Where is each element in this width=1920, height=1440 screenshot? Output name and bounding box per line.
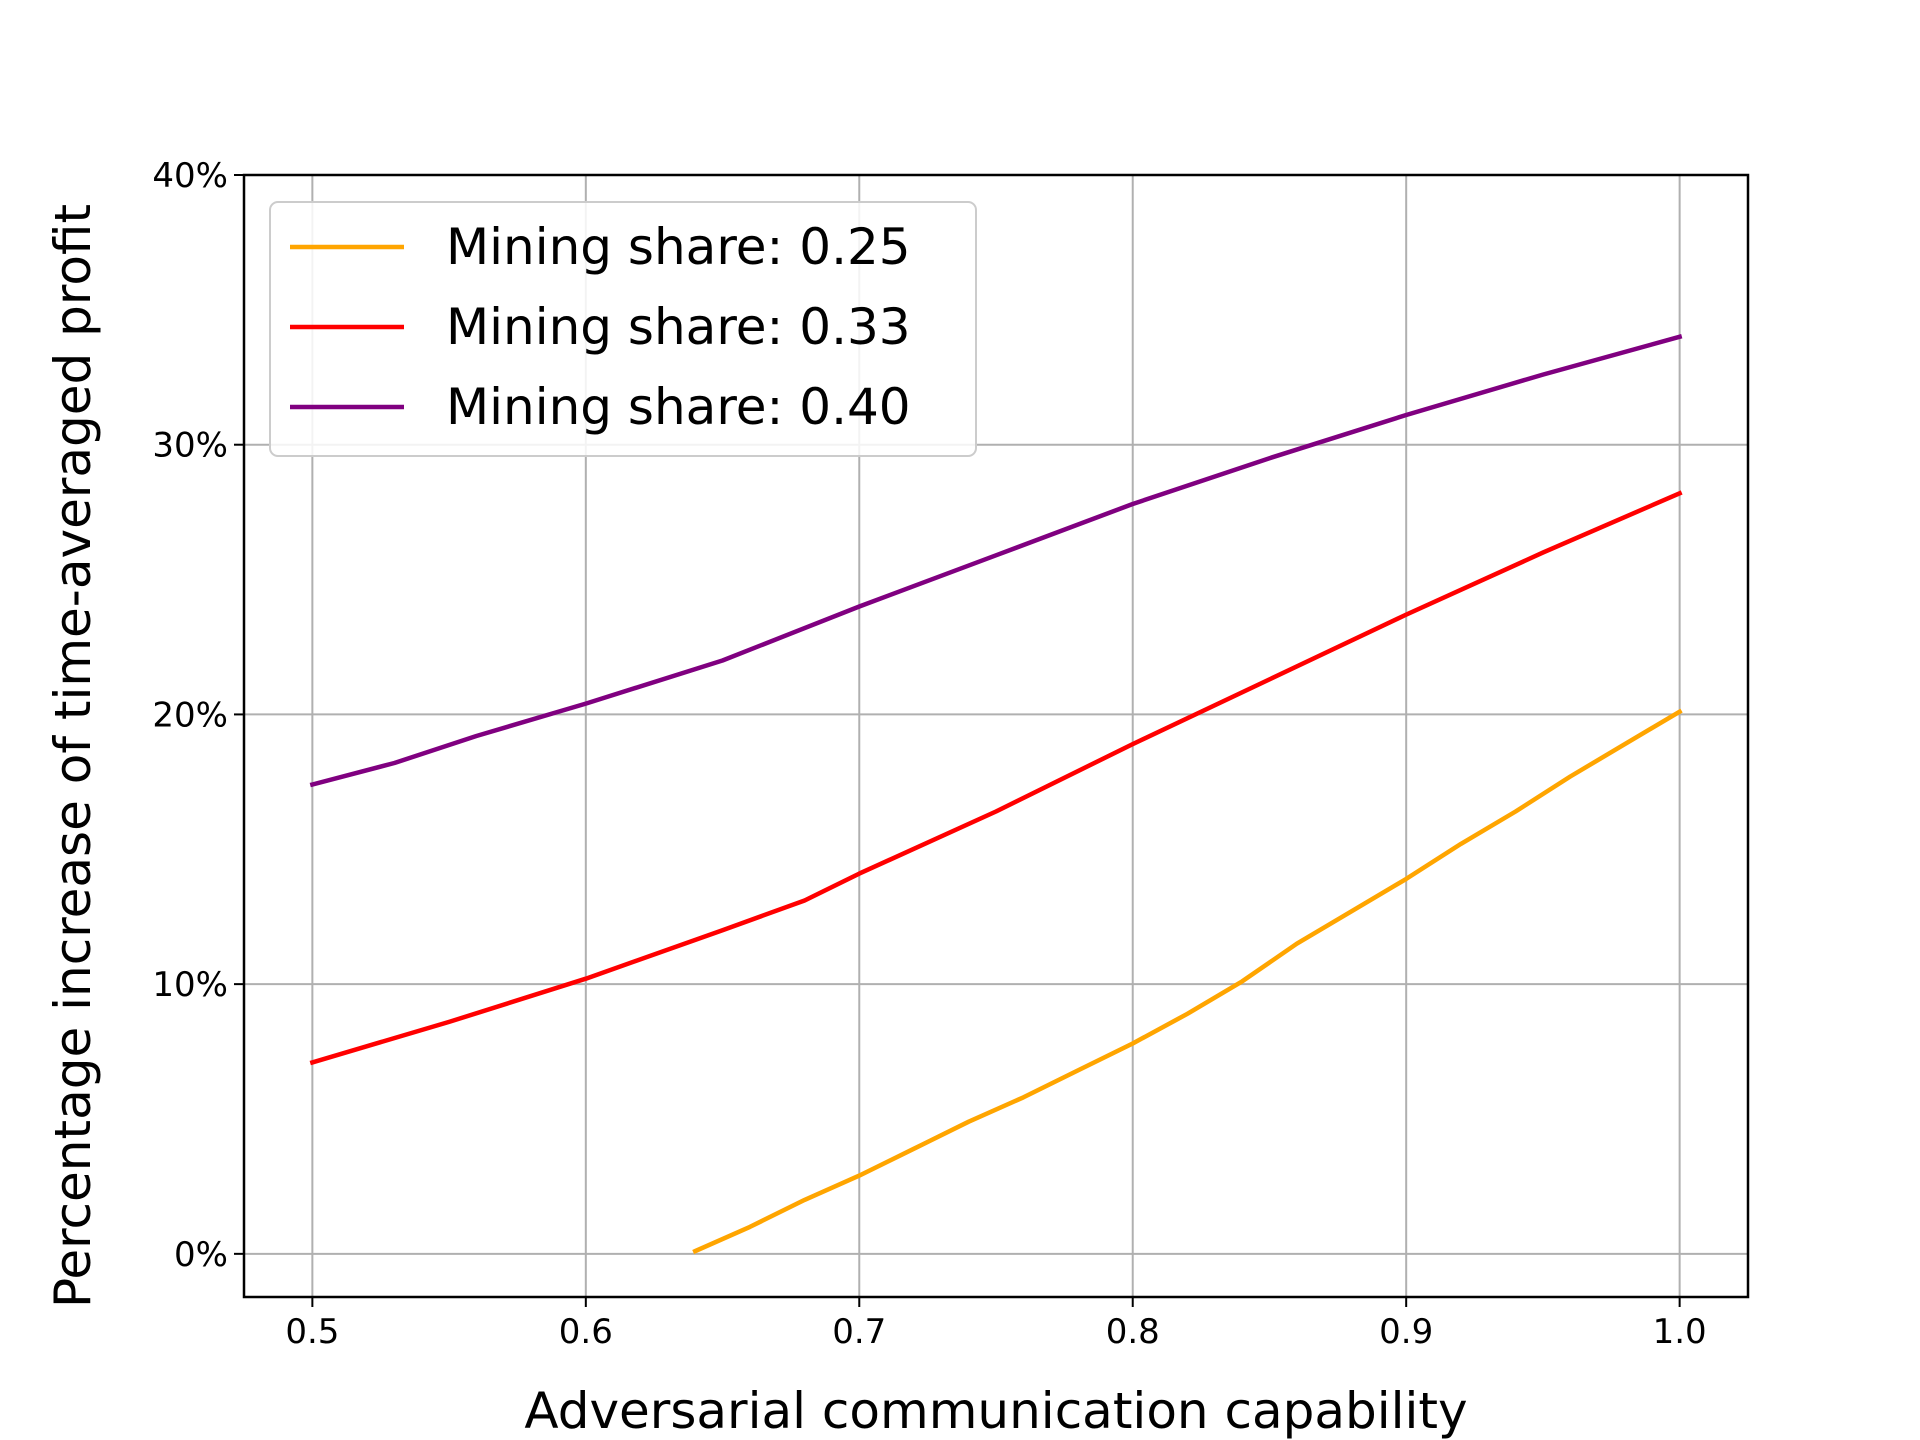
series-line-3 — [309, 334, 1683, 788]
y-tick-label: 30% — [152, 426, 228, 466]
y-tick-label: 0% — [174, 1235, 228, 1275]
legend-label: Mining share: 0.40 — [446, 378, 911, 436]
y-tick-label: 10% — [152, 965, 228, 1005]
legend-label: Mining share: 0.25 — [446, 218, 911, 276]
x-axis-label: Adversarial communication capability — [524, 1382, 1467, 1440]
x-tick-label: 1.0 — [1653, 1312, 1707, 1352]
legend: Mining share: 0.25 Mining share: 0.33 Mini… — [269, 201, 977, 457]
legend-label: Mining share: 0.33 — [446, 298, 911, 356]
x-tick-label: 0.6 — [559, 1312, 613, 1352]
x-tick-label: 0.9 — [1379, 1312, 1433, 1352]
axis-ticks: 0.5 0.6 0.7 0.8 0.9 1.0 0% 10% 20% 30% 40% — [152, 156, 1706, 1352]
plot-frame — [242, 173, 1750, 1299]
x-tick-label: 0.7 — [832, 1312, 886, 1352]
legend-box — [269, 201, 977, 457]
x-tick-label: 0.8 — [1106, 1312, 1160, 1352]
series-line-2 — [309, 490, 1683, 1066]
y-tick-label: 40% — [152, 156, 228, 196]
y-axis-label: Percentage increase of time-averaged pro… — [44, 204, 102, 1308]
series-lines — [309, 334, 1683, 1255]
x-tick-label: 0.5 — [285, 1312, 339, 1352]
series-line-1 — [692, 708, 1683, 1255]
y-tick-label: 20% — [152, 695, 228, 735]
